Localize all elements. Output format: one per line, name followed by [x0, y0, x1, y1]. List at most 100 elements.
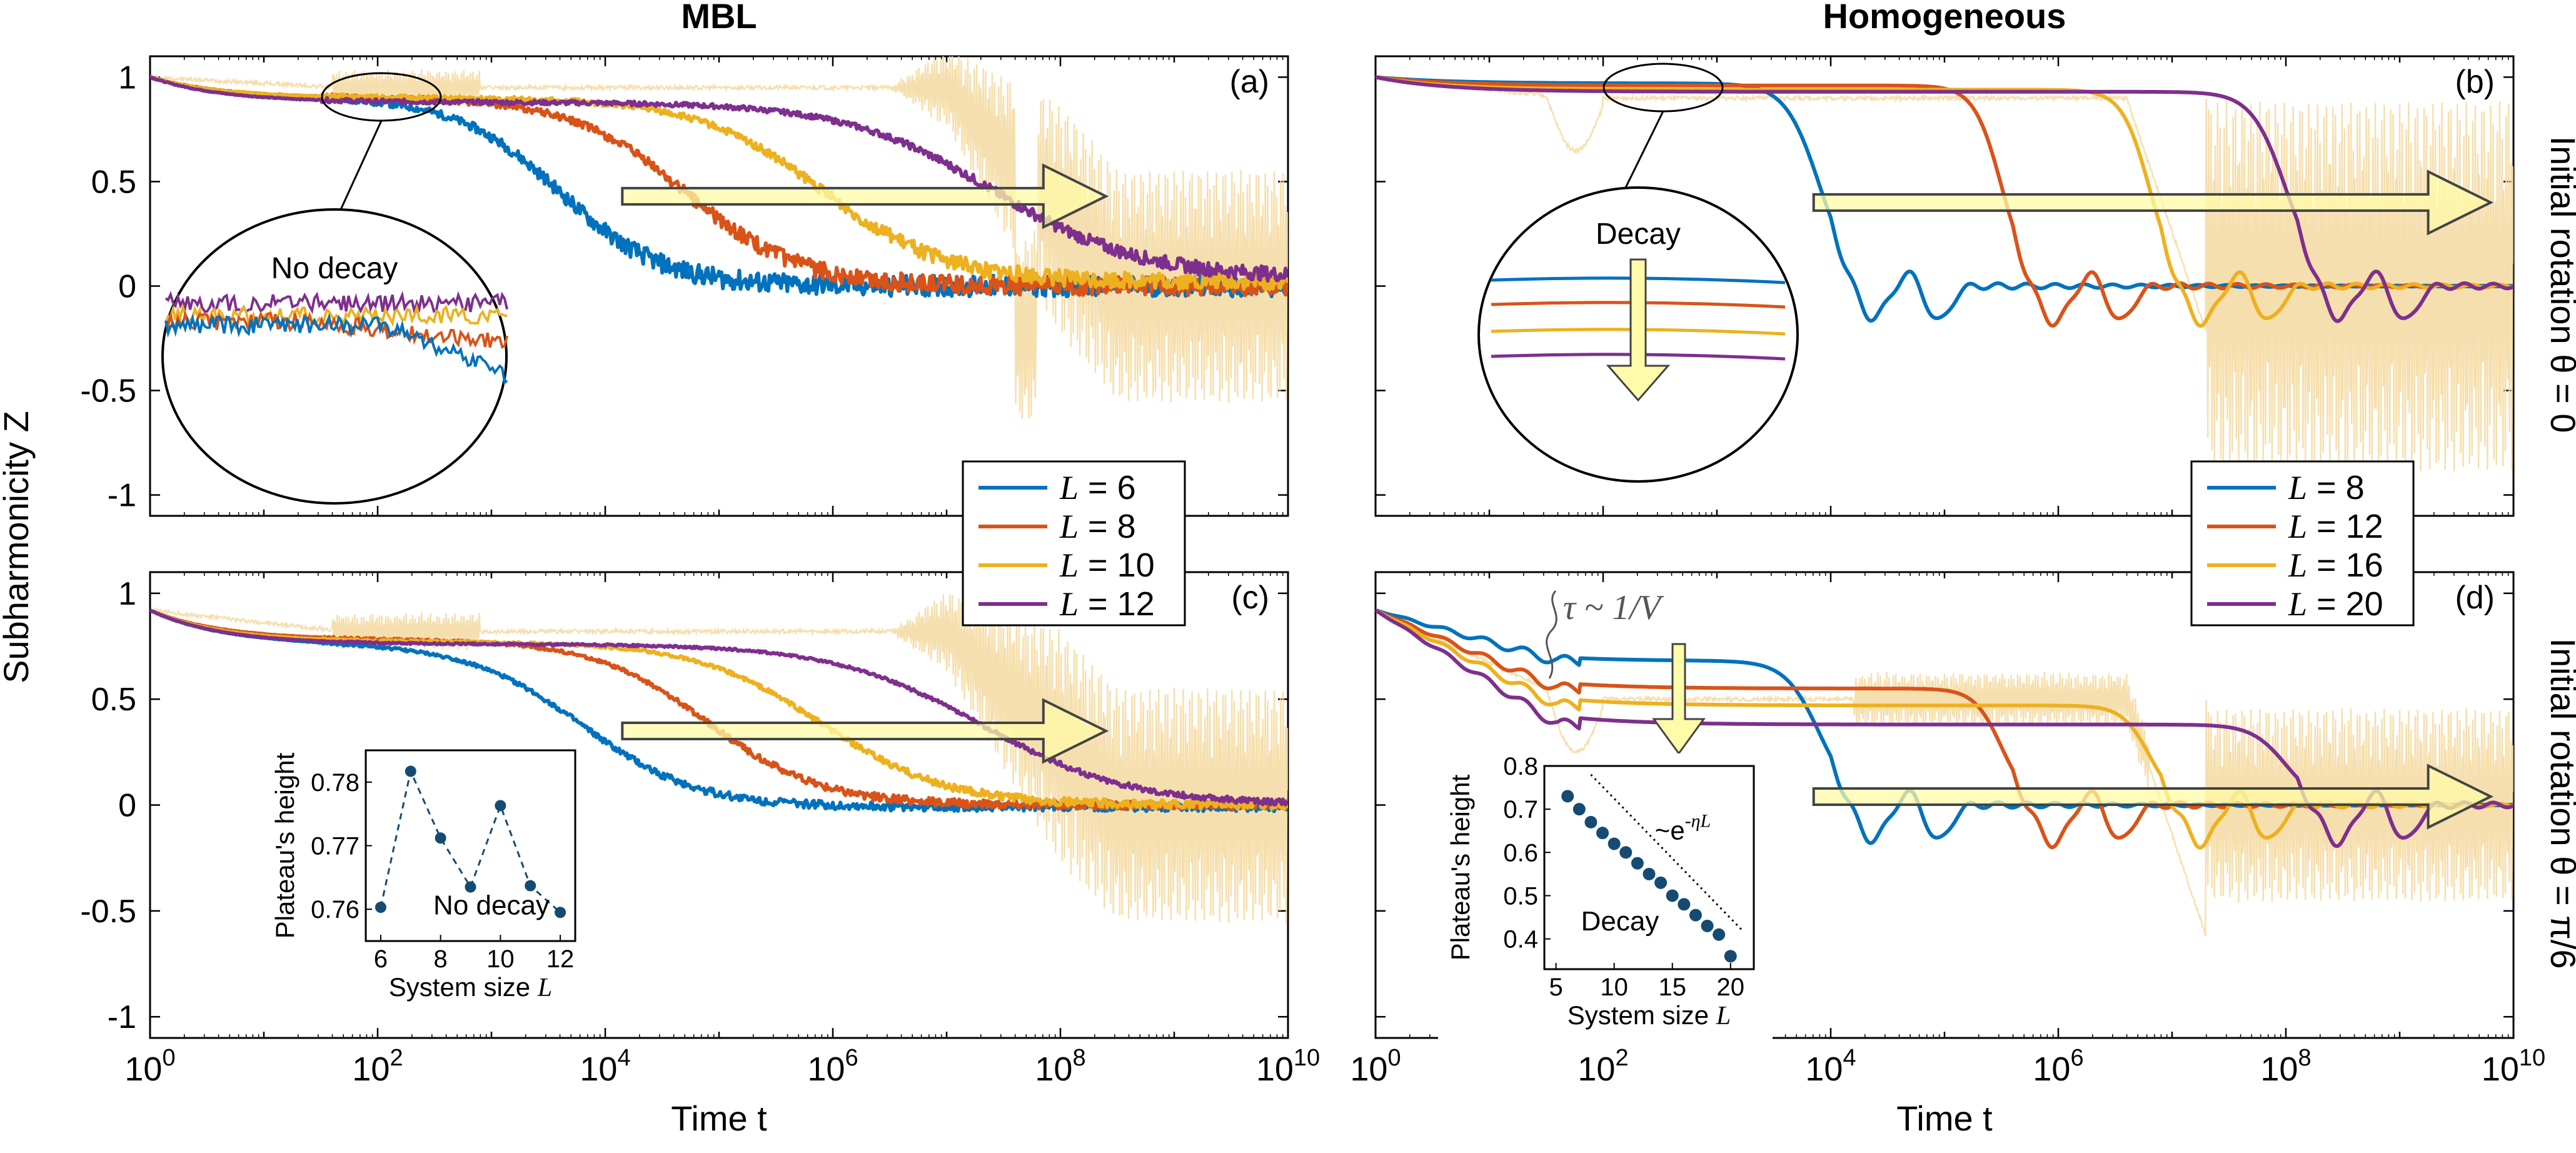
panel-label-c: (c)	[1231, 580, 1269, 616]
series-line-a-L10	[150, 75, 1288, 292]
series-line-b-L16	[1376, 75, 2513, 328]
inset-point-d	[1584, 815, 1597, 828]
zoom-lines-b	[1491, 258, 1786, 402]
zoom-ellipse-large-a	[161, 208, 508, 505]
y-tick-label-a: -1	[108, 478, 136, 514]
inset-point-d	[1596, 827, 1609, 840]
legend-label: L = 10	[1059, 546, 1155, 584]
inset-xlabel-d: System size L	[1567, 1000, 1731, 1030]
panel-label-d: (d)	[2455, 580, 2495, 616]
zoom-connector-b	[1624, 111, 1664, 188]
x-axis-label-right: Time t	[1896, 1099, 1993, 1138]
inset-point-d	[1561, 790, 1574, 803]
row-label-bottom: Initial rotation θ = π/6	[2543, 638, 2576, 969]
inset-point-d	[1701, 919, 1714, 932]
row-label-top: Initial rotation θ = 0	[2543, 136, 2576, 433]
panel-label-a: (a)	[1229, 64, 1269, 100]
series-line-b-L8	[1376, 75, 2513, 323]
inset-point-d	[1724, 950, 1737, 963]
x-tick-label-c: 104	[580, 1045, 630, 1088]
x-tick-label-d: 1010	[2482, 1045, 2545, 1088]
inset-annotation-c: No decay	[433, 890, 550, 920]
inset-y-tick-d: 0.6	[1503, 839, 1538, 867]
legend-label: L = 12	[2288, 508, 2383, 545]
inset-point-d	[1619, 846, 1633, 859]
inset-x-tick-d: 10	[1600, 974, 1628, 1001]
series-line-a-L12	[150, 75, 1288, 283]
series-line-c-L12	[150, 608, 1288, 807]
x-tick-label-d: 104	[1805, 1045, 1856, 1088]
inset-point-c	[465, 881, 476, 893]
zoom-a-line-blue	[164, 313, 508, 385]
inset-y-tick-d: 0.5	[1503, 882, 1538, 910]
x-tick-label-d: 106	[2033, 1045, 2083, 1088]
y-tick-label-a: 0.5	[91, 164, 136, 200]
inset-frame-c	[365, 749, 576, 942]
legend-label: L = 8	[2288, 469, 2365, 506]
series-line-b-L20	[1376, 75, 2513, 323]
legend-label: L = 12	[1059, 585, 1155, 623]
inset-point-c	[555, 907, 566, 919]
x-tick-label-c: 106	[807, 1045, 858, 1088]
inset-fit-label-d: ~e-ηL	[1655, 811, 1711, 845]
x-tick-label-c: 108	[1035, 1045, 1085, 1088]
inset-point-c	[495, 800, 506, 812]
inset-fit-line-d	[1590, 773, 1743, 931]
inset-y-tick-c: 0.76	[311, 896, 360, 924]
tau-brace	[1546, 590, 1557, 679]
inset-x-tick-c: 12	[546, 945, 575, 973]
inset-point-d	[1678, 898, 1691, 911]
inset-ylabel-d: Plateau's height	[1446, 774, 1475, 960]
zoom-connector-a	[340, 120, 383, 210]
data-lines-b	[1376, 73, 2513, 472]
inset-point-d	[1607, 837, 1621, 850]
inset-y-tick-d: 0.7	[1503, 796, 1538, 823]
y-tick-label-c: 0.5	[91, 682, 136, 718]
inset-annotation-d: Decay	[1581, 906, 1659, 937]
x-axis-label-left: Time t	[671, 1099, 767, 1138]
inset-point-c	[525, 880, 536, 892]
inset-point-c	[405, 765, 416, 777]
legend-b: L = 8L = 12L = 16L = 20	[2190, 460, 2415, 627]
y-tick-label-c: 0	[118, 788, 136, 824]
y-tick-label-c: -0.5	[80, 894, 136, 930]
tau-annotation-d: τ ~ 1/V	[1546, 588, 1664, 679]
data-lines-a	[150, 56, 1288, 419]
panel-label-b: (b)	[2455, 64, 2495, 100]
legend-label: L = 16	[2288, 546, 2383, 584]
decay-label-b: Decay	[1596, 218, 1681, 251]
axis-ticks-d: 100 102 104 106 108 1010	[1350, 572, 2545, 1088]
axis-ticks-b	[1374, 56, 2515, 516]
data-lines-c	[150, 594, 1288, 924]
inset-x-tick-c: 8	[434, 945, 448, 973]
x-tick-label-d: 102	[1577, 1045, 1628, 1088]
y-tick-label-a: -0.5	[80, 373, 136, 410]
column-title-mbl: MBL	[681, 0, 757, 36]
legend-label: L = 6	[1059, 469, 1136, 506]
zoom-b-arrow	[1606, 258, 1671, 402]
y-tick-label-a: 0	[118, 269, 136, 305]
legend-label: L = 20	[2288, 585, 2383, 623]
no-decay-label-a: No decay	[271, 252, 398, 285]
zoom-lines-a	[164, 291, 508, 385]
inset-x-tick-c: 10	[486, 945, 515, 973]
decay-arrow-d	[1652, 643, 1706, 755]
inset-x-tick-d: 20	[1717, 974, 1745, 1001]
x-tick-label-d: 108	[2260, 1045, 2311, 1088]
zoom-a-line-purple	[164, 291, 508, 317]
inset-y-tick-d: 0.8	[1503, 753, 1538, 780]
inset-point-d	[1666, 889, 1679, 902]
inset-point-d	[1654, 876, 1668, 889]
trend-arrow-d	[1812, 763, 2494, 830]
x-tick-label-d: 100	[1350, 1045, 1401, 1088]
reference-curve-d	[1376, 608, 2513, 937]
series-line-d-L20	[1376, 608, 2513, 848]
inset-point-c	[435, 832, 446, 844]
inset-point-d	[1713, 928, 1726, 941]
reference-curve-c	[150, 594, 1288, 924]
legend-a: L = 6L = 8L = 10L = 12	[962, 460, 1186, 627]
inset-x-tick-d: 5	[1549, 974, 1562, 1001]
y-tick-label-a: 1	[118, 59, 136, 96]
inset-point-d	[1631, 857, 1644, 870]
